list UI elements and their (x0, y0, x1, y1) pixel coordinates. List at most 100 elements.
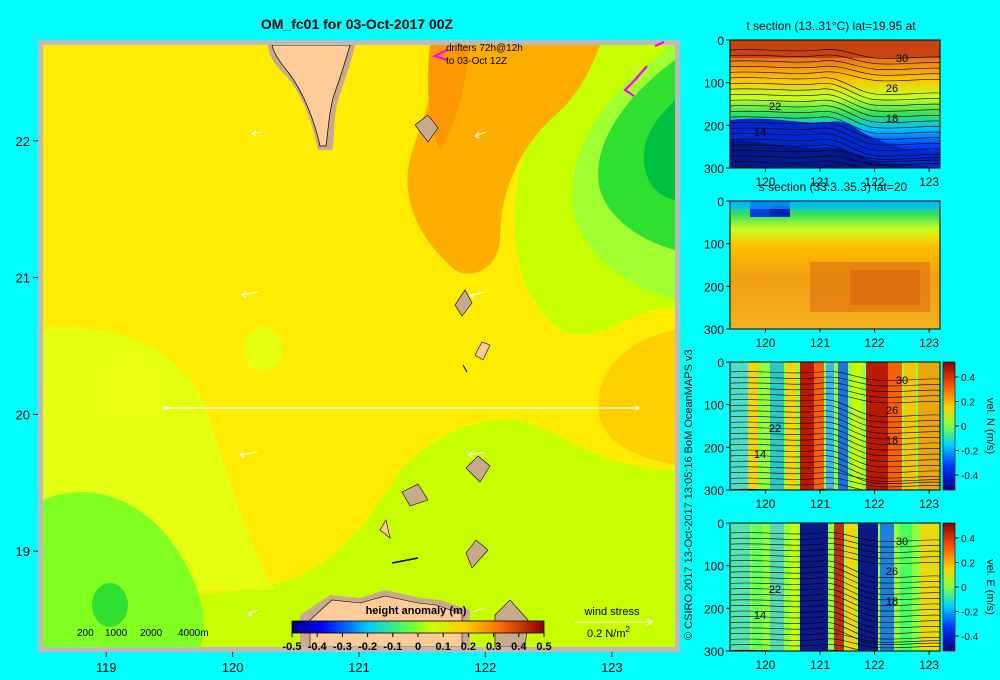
wind-stress-key-arrowhead (646, 618, 654, 626)
section-xtick-label: 120 (755, 175, 775, 189)
section-xtick-label: 122 (865, 497, 885, 511)
contour-line (730, 110, 940, 129)
section-start-marker (163, 406, 167, 410)
drifters-label-line1: drifters 72h@12h (446, 43, 523, 54)
map-xtick-label: 119 (96, 660, 117, 675)
contour-line (730, 88, 940, 107)
height-colorbar (291, 620, 545, 634)
velocity-band (880, 523, 894, 651)
velocity-band (752, 523, 762, 651)
velocity-band (904, 362, 916, 490)
section-xtick-label: 122 (865, 658, 885, 672)
section-xtick-label: 120 (755, 497, 775, 511)
contour-line (730, 582, 940, 601)
vele-section-field (730, 523, 940, 651)
contour-line (730, 99, 940, 118)
vele-colorbar-ticks: 0.4 0.2 0 -0.2 -0.4 (955, 534, 979, 643)
vele-section-frame (729, 522, 941, 652)
section-xtick-label: 123 (919, 658, 939, 672)
colorbar-tick-label: 0.4 (511, 641, 527, 653)
velocity-band (826, 362, 834, 490)
velocity-band (800, 523, 828, 651)
contour-line (730, 376, 940, 387)
section-ytick-label: 100 (704, 560, 724, 574)
colorbar-tick-label: 0.3 (486, 641, 501, 653)
section-xtick-label: 120 (755, 336, 775, 350)
map-ytick-label: 20 (16, 407, 30, 422)
vel-colorbar-tick-label: 0.2 (961, 398, 975, 409)
contour-line (730, 54, 940, 65)
contour-line (730, 427, 940, 445)
contour-line (730, 565, 940, 584)
section-xtick-label: 122 (865, 336, 885, 350)
vel-colorbar-tick-label: 0.2 (961, 559, 975, 570)
colorbar-tick-label: 0 (415, 641, 421, 653)
veln-section-field (730, 362, 940, 490)
contour-line (730, 393, 940, 404)
contour-line (730, 133, 940, 151)
contour-label: 26 (886, 405, 898, 417)
section-xtick-label: 121 (810, 658, 830, 672)
vel-colorbar-tick-label: -0.4 (961, 632, 979, 643)
contour-line (730, 616, 940, 634)
wind-stress-arrows (239, 130, 487, 617)
contour-line (730, 466, 940, 485)
contour-line (730, 483, 865, 490)
contour-line (730, 560, 940, 578)
velocity-band (814, 362, 824, 490)
contour-line (730, 621, 940, 640)
velocity-band (838, 362, 848, 490)
t-section-frame (729, 39, 941, 169)
section-xtick-label: 121 (810, 175, 830, 189)
map-xtick-label: 121 (348, 660, 370, 675)
vel-colorbar-tick-label: -0.4 (961, 471, 979, 482)
section-ytick-label: 0 (717, 195, 724, 209)
velocity-band (770, 362, 784, 490)
s-section-axes: 120 121 122 123 0 100 200 300 (704, 195, 939, 350)
velocity-band (790, 523, 798, 651)
contour-line (730, 116, 940, 135)
s-section-field (730, 201, 940, 329)
contour-line (730, 444, 940, 462)
contour-line (730, 571, 940, 590)
colorbar-ticks: -0.5 -0.4 -0.3 -0.2 -0.1 0 0.1 0.2 0.3 0.4 0.5 (283, 633, 552, 653)
section-ytick-label: 300 (704, 645, 724, 659)
section-xtick-label: 123 (919, 497, 939, 511)
contour-label: 30 (896, 53, 908, 65)
vele-colorbar (942, 522, 956, 652)
contour-line (730, 554, 940, 565)
contour-line (730, 610, 940, 629)
contour-label: 18 (886, 435, 898, 447)
vele-colorbar-label: vel. E (m/s) (984, 559, 996, 615)
contour-line (730, 410, 940, 429)
velocity-band (866, 362, 888, 490)
section-ytick-label: 200 (704, 280, 724, 294)
map-xtick-label: 123 (601, 660, 623, 675)
contour-line (730, 537, 940, 548)
vele-contour-labels: 30 26 22 18 14 (754, 536, 908, 622)
contour-label: 14 (754, 449, 766, 461)
depth-legend-200: 200 (77, 628, 94, 639)
s-section-title: s section (33.3..35.3) lat=20 (759, 180, 908, 194)
velocity-band (730, 523, 750, 651)
colorbar-title: height anomaly (m) (366, 605, 467, 617)
contour-line (730, 382, 940, 393)
veln-section-axes: 120 121 122 123 0 100 200 300 (704, 356, 939, 511)
map-xtick-label: 120 (222, 660, 244, 675)
contour-line (730, 105, 940, 123)
contour-line (730, 432, 940, 451)
map-xtick-label: 122 (475, 660, 497, 675)
contour-line (730, 60, 940, 71)
section-ytick-label: 200 (704, 441, 724, 455)
contour-line (730, 588, 940, 606)
contour-line (730, 122, 940, 140)
colorbar-tick-label: -0.4 (308, 641, 328, 653)
contour-line (730, 632, 940, 643)
colorbar-tick-label: 0.5 (536, 641, 551, 653)
section-ytick-label: 0 (717, 517, 724, 531)
contour-line (730, 532, 940, 542)
vel-colorbar-tick-label: 0.4 (961, 373, 975, 384)
contour-label: 22 (769, 101, 781, 113)
contour-line (730, 599, 940, 618)
